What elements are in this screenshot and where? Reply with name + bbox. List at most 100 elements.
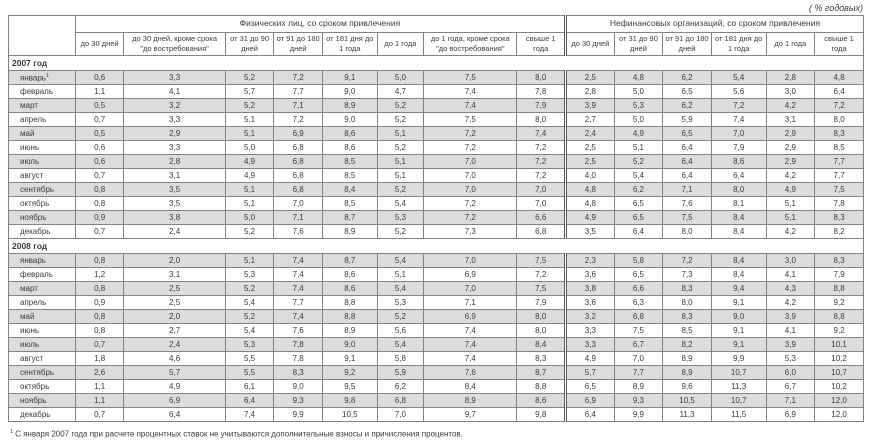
value-cell: 5,1 bbox=[224, 253, 275, 269]
value-cell: 8,5 bbox=[814, 140, 864, 156]
value-cell: 8,4 bbox=[710, 253, 767, 269]
value-cell: 5,0 bbox=[224, 210, 275, 226]
value-cell: 8,3 bbox=[814, 126, 864, 142]
value-cell: 5,1 bbox=[376, 168, 425, 184]
value-cell: 7,2 bbox=[423, 196, 518, 212]
value-cell: 2,7 bbox=[123, 323, 226, 339]
value-cell: 2,8 bbox=[123, 154, 226, 170]
value-cell: 5,2 bbox=[613, 154, 664, 170]
value-cell: 7,4 bbox=[516, 126, 567, 142]
value-cell: 5,1 bbox=[613, 140, 664, 156]
value-cell: 6,8 bbox=[516, 224, 567, 240]
value-cell: 6,4 bbox=[224, 393, 275, 409]
value-cell: 0,7 bbox=[74, 112, 125, 128]
table-row: декабрь 0,7 2,4 5,2 7,6 8,9 5,2 7,3 6,8 3,5 6,4 8,0… bbox=[8, 224, 864, 240]
month-label: июль bbox=[8, 337, 76, 353]
value-cell: 0,8 bbox=[74, 196, 125, 212]
value-cell: 4,9 bbox=[224, 154, 275, 170]
value-cell: 7,9 bbox=[710, 140, 767, 156]
value-cell: 8,9 bbox=[321, 98, 378, 114]
value-cell: 12,0 bbox=[814, 407, 864, 423]
table-row: февраль 1,2 3,1 5,3 7,4 8,6 5,1 6,9 7,2 3,6 6,5 7,3… bbox=[8, 267, 864, 283]
month-label: январь bbox=[8, 253, 76, 269]
value-cell: 7,6 bbox=[273, 323, 323, 339]
value-cell: 0,9 bbox=[74, 295, 125, 311]
value-cell: 8,5 bbox=[321, 154, 378, 170]
value-cell: 8,6 bbox=[321, 267, 378, 283]
value-cell: 9,2 bbox=[321, 365, 378, 381]
value-cell: 3,9 bbox=[765, 309, 816, 325]
value-cell: 7,4 bbox=[273, 281, 323, 297]
value-cell: 4,9 bbox=[564, 210, 615, 226]
value-cell: 7,2 bbox=[710, 98, 767, 114]
value-cell: 5,4 bbox=[224, 295, 275, 311]
value-cell: 2,5 bbox=[564, 154, 615, 170]
table-row: сентябрь 0,8 3,5 5,1 6,8 8,4 5,2 7,0 7,0 4,8 6,2 7,… bbox=[8, 182, 864, 198]
value-cell: 9,1 bbox=[710, 295, 767, 311]
value-cell: 8,9 bbox=[613, 379, 664, 395]
value-cell: 7,6 bbox=[662, 196, 712, 212]
value-cell: 5,2 bbox=[376, 309, 425, 325]
value-cell: 4,9 bbox=[613, 126, 664, 142]
value-cell: 8,5 bbox=[662, 323, 712, 339]
value-cell: 3,5 bbox=[123, 196, 226, 212]
value-cell: 1,1 bbox=[74, 84, 125, 100]
value-cell: 8,2 bbox=[662, 337, 712, 353]
value-cell: 0,7 bbox=[74, 407, 125, 423]
value-cell: 7,8 bbox=[273, 351, 323, 367]
value-cell: 7,5 bbox=[423, 112, 518, 128]
value-cell: 7,0 bbox=[613, 351, 664, 367]
value-cell: 8,3 bbox=[516, 351, 567, 367]
value-cell: 3,9 bbox=[564, 98, 615, 114]
value-cell: 2,7 bbox=[564, 112, 615, 128]
value-cell: 0,8 bbox=[74, 281, 125, 297]
value-cell: 7,4 bbox=[224, 407, 275, 423]
value-cell: 5,3 bbox=[376, 295, 425, 311]
value-cell: 2,5 bbox=[564, 69, 615, 86]
value-cell: 0,7 bbox=[74, 337, 125, 353]
value-cell: 6,2 bbox=[376, 379, 425, 395]
month-label: февраль bbox=[8, 267, 76, 283]
value-cell: 9,3 bbox=[273, 393, 323, 409]
value-cell: 8,4 bbox=[710, 267, 767, 283]
value-cell: 7,0 bbox=[423, 154, 518, 170]
table-row: декабрь 0,7 6,4 7,4 9,9 10,5 7,0 9,7 9,8 6,4 9,9 11… bbox=[8, 407, 864, 423]
value-cell: 8,2 bbox=[814, 224, 864, 240]
value-cell: 2,4 bbox=[123, 224, 226, 240]
value-cell: 6,5 bbox=[662, 126, 712, 142]
month-label: апрель bbox=[8, 295, 76, 311]
value-cell: 6,4 bbox=[564, 407, 615, 423]
value-cell: 9,1 bbox=[710, 323, 767, 339]
value-cell: 5,0 bbox=[613, 84, 664, 100]
value-cell: 7,7 bbox=[273, 84, 323, 100]
value-cell: 3,1 bbox=[123, 267, 226, 283]
value-cell: 3,0 bbox=[765, 84, 816, 100]
value-cell: 4,2 bbox=[765, 98, 816, 114]
value-cell: 1,1 bbox=[74, 379, 125, 395]
value-cell: 7,1 bbox=[423, 295, 518, 311]
value-cell: 8,6 bbox=[321, 281, 378, 297]
units-note: ( % годовых) bbox=[808, 3, 863, 13]
value-cell: 3,3 bbox=[564, 323, 615, 339]
value-cell: 7,2 bbox=[423, 126, 518, 142]
table-row: ноябрь 0,9 3,8 5,0 7,1 8,7 5,3 7,2 6,6 4,9 6,5 7,5 8… bbox=[8, 210, 864, 226]
value-cell: 8,6 bbox=[321, 140, 378, 156]
value-cell: 2,9 bbox=[765, 140, 816, 156]
value-cell: 0,6 bbox=[74, 69, 125, 86]
value-cell: 3,8 bbox=[123, 210, 226, 226]
table-row: сентябрь 2,6 5,7 5,5 8,3 9,2 5,9 7,6 8,7 5,7 7,7 8,… bbox=[8, 365, 864, 381]
value-cell: 8,9 bbox=[321, 323, 378, 339]
value-cell: 4,9 bbox=[765, 182, 816, 198]
value-cell: 3,3 bbox=[123, 112, 226, 128]
value-cell: 4,2 bbox=[765, 224, 816, 240]
value-cell: 5,1 bbox=[376, 267, 425, 283]
group-header-row: Физических лиц, со сроком привлечения Не… bbox=[8, 15, 864, 56]
month-label: май bbox=[8, 309, 76, 325]
column-header: до 30 дней, кроме срока "до востребовани… bbox=[123, 32, 226, 56]
value-cell: 8,0 bbox=[516, 112, 567, 128]
value-cell: 7,0 bbox=[423, 168, 518, 184]
group-header-individuals: Физических лиц, со сроком привлечения bbox=[74, 15, 567, 33]
value-cell: 4,1 bbox=[765, 267, 816, 283]
value-cell: 3,3 bbox=[123, 140, 226, 156]
value-cell: 7,2 bbox=[423, 210, 518, 226]
